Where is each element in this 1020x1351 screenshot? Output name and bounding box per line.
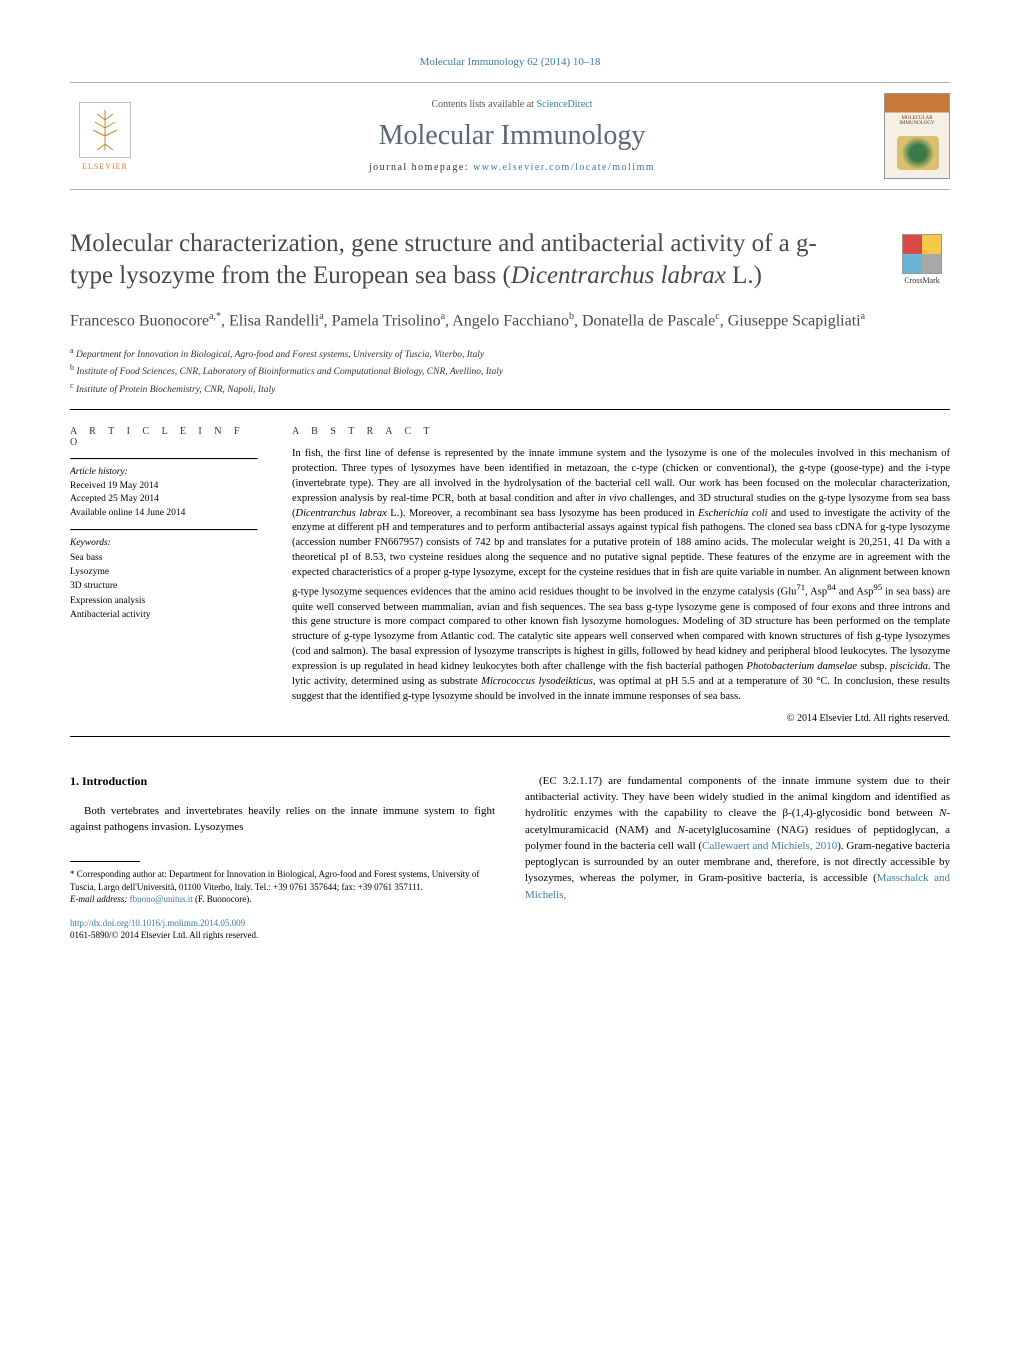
history-label: Article history: xyxy=(70,467,128,477)
elsevier-tree-icon xyxy=(79,102,131,158)
journal-cover-thumb: MOLECULAR IMMUNOLOGY xyxy=(884,93,950,179)
divider xyxy=(70,736,950,737)
body-columns: 1. Introduction Both vertebrates and inv… xyxy=(70,773,950,941)
doi-block: http://dx.doi.org/10.1016/j.molimm.2014.… xyxy=(70,918,495,941)
contents-line: Contents lists available at ScienceDirec… xyxy=(154,99,870,110)
journal-homepage: journal homepage: www.elsevier.com/locat… xyxy=(154,162,870,173)
article-info-label: A R T I C L E I N F O xyxy=(70,426,258,448)
affiliation-line: c Institute of Protein Biochemistry, CNR… xyxy=(70,380,950,397)
contents-prefix: Contents lists available at xyxy=(431,99,536,110)
left-column: 1. Introduction Both vertebrates and inv… xyxy=(70,773,495,941)
affiliation-line: a Department for Innovation in Biologica… xyxy=(70,345,950,362)
intro-paragraph-left: Both vertebrates and invertebrates heavi… xyxy=(70,803,495,836)
keyword: Antibacterial activity xyxy=(70,608,258,622)
homepage-prefix: journal homepage: xyxy=(369,162,473,173)
keywords-list: Sea bassLysozyme3D structureExpression a… xyxy=(70,551,258,622)
online-date: Available online 14 June 2014 xyxy=(70,507,258,521)
author-list: Francesco Buonocorea,*, Elisa Randellia,… xyxy=(70,310,950,333)
abstract-copyright: © 2014 Elsevier Ltd. All rights reserved… xyxy=(292,713,950,724)
keyword: Expression analysis xyxy=(70,594,258,608)
intro-paragraph-right: (EC 3.2.1.17) are fundamental components… xyxy=(525,773,950,903)
email-suffix: (F. Buonocore). xyxy=(193,894,252,904)
divider-short xyxy=(70,529,258,531)
article-title: Molecular characterization, gene structu… xyxy=(70,228,830,292)
elsevier-logo: ELSEVIER xyxy=(70,102,140,171)
abstract-column: A B S T R A C T In fish, the first line … xyxy=(292,426,950,724)
issn-copyright: 0161-5890/© 2014 Elsevier Ltd. All right… xyxy=(70,930,258,940)
email-label: E-mail address: xyxy=(70,894,130,904)
abstract-text: In fish, the first line of defense is re… xyxy=(292,447,950,705)
journal-header: ELSEVIER Contents lists available at Sci… xyxy=(70,82,950,190)
right-column: (EC 3.2.1.17) are fundamental components… xyxy=(525,773,950,941)
footnote-separator xyxy=(70,861,140,862)
accepted-date: Accepted 25 May 2014 xyxy=(70,493,258,507)
homepage-link[interactable]: www.elsevier.com/locate/molimm xyxy=(473,162,655,173)
elsevier-name: ELSEVIER xyxy=(82,162,128,171)
abstract-label: A B S T R A C T xyxy=(292,426,950,437)
journal-name: Molecular Immunology xyxy=(154,120,870,152)
keyword: Sea bass xyxy=(70,551,258,565)
doi-link[interactable]: http://dx.doi.org/10.1016/j.molimm.2014.… xyxy=(70,918,245,928)
introduction-heading: 1. Introduction xyxy=(70,773,495,791)
divider-short xyxy=(70,458,258,460)
divider xyxy=(70,409,950,410)
keyword: Lysozyme xyxy=(70,565,258,579)
received-date: Received 19 May 2014 xyxy=(70,480,258,494)
journal-reference: Molecular Immunology 62 (2014) 10–18 xyxy=(70,56,950,68)
email-footnote: E-mail address: fbuono@unitus.it (F. Buo… xyxy=(70,893,495,906)
sciencedirect-link[interactable]: ScienceDirect xyxy=(536,99,592,110)
crossmark-label: CrossMark xyxy=(904,276,940,285)
email-link[interactable]: fbuono@unitus.it xyxy=(130,894,193,904)
affiliations: a Department for Innovation in Biologica… xyxy=(70,345,950,397)
article-info-column: A R T I C L E I N F O Article history: R… xyxy=(70,426,258,724)
cover-title: MOLECULAR IMMUNOLOGY xyxy=(885,94,949,126)
crossmark-badge[interactable]: CrossMark xyxy=(894,234,950,285)
keyword: 3D structure xyxy=(70,579,258,593)
keywords-label: Keywords: xyxy=(70,538,111,548)
crossmark-icon xyxy=(902,234,942,274)
affiliation-line: b Institute of Food Sciences, CNR, Labor… xyxy=(70,362,950,379)
cover-image xyxy=(897,136,939,170)
corresponding-author-footnote: * Corresponding author at: Department fo… xyxy=(70,868,495,893)
